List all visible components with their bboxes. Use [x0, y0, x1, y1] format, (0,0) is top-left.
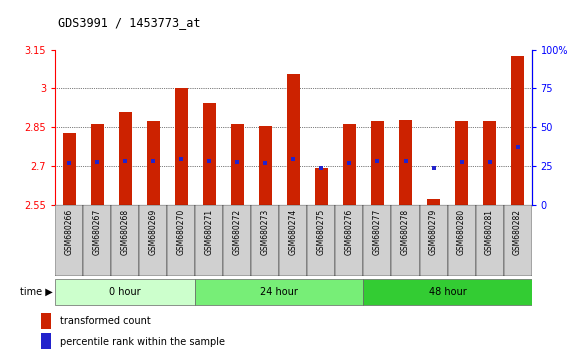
FancyBboxPatch shape: [167, 205, 195, 276]
Bar: [287, 74, 300, 205]
Text: GSM680277: GSM680277: [373, 209, 382, 255]
Bar: [175, 88, 188, 205]
Bar: [399, 120, 412, 205]
Text: GSM680268: GSM680268: [121, 209, 130, 255]
Text: GSM680266: GSM680266: [64, 209, 74, 255]
Text: GSM680275: GSM680275: [317, 209, 326, 255]
FancyBboxPatch shape: [419, 205, 447, 276]
FancyBboxPatch shape: [83, 205, 111, 276]
Text: time ▶: time ▶: [20, 287, 52, 297]
Text: GSM680270: GSM680270: [177, 209, 186, 255]
FancyBboxPatch shape: [504, 205, 532, 276]
Text: GSM680273: GSM680273: [261, 209, 270, 255]
Bar: [203, 103, 216, 205]
FancyBboxPatch shape: [279, 205, 307, 276]
FancyBboxPatch shape: [55, 279, 195, 305]
Bar: [119, 112, 131, 205]
FancyBboxPatch shape: [195, 279, 364, 305]
FancyBboxPatch shape: [392, 205, 419, 276]
Bar: [41, 313, 51, 329]
FancyBboxPatch shape: [476, 205, 504, 276]
Text: GDS3991 / 1453773_at: GDS3991 / 1453773_at: [58, 16, 200, 29]
Text: GSM680272: GSM680272: [233, 209, 242, 255]
FancyBboxPatch shape: [223, 205, 252, 276]
FancyBboxPatch shape: [335, 205, 364, 276]
Bar: [511, 56, 524, 205]
Bar: [371, 121, 384, 205]
Text: GSM680282: GSM680282: [513, 209, 522, 255]
Text: GSM680269: GSM680269: [149, 209, 158, 255]
Text: 48 hour: 48 hour: [429, 287, 467, 297]
Text: percentile rank within the sample: percentile rank within the sample: [60, 337, 225, 347]
FancyBboxPatch shape: [111, 205, 139, 276]
Text: GSM680267: GSM680267: [93, 209, 102, 255]
Bar: [315, 168, 328, 205]
Bar: [147, 121, 160, 205]
FancyBboxPatch shape: [55, 205, 83, 276]
Bar: [427, 199, 440, 205]
FancyBboxPatch shape: [307, 205, 335, 276]
Text: GSM680278: GSM680278: [401, 209, 410, 255]
FancyBboxPatch shape: [364, 205, 392, 276]
Bar: [41, 333, 51, 349]
Bar: [259, 126, 272, 205]
Text: GSM680279: GSM680279: [429, 209, 438, 255]
Text: GSM680274: GSM680274: [289, 209, 298, 255]
Text: 24 hour: 24 hour: [260, 287, 298, 297]
Text: GSM680281: GSM680281: [485, 209, 494, 255]
FancyBboxPatch shape: [447, 205, 476, 276]
Bar: [231, 124, 243, 205]
Text: GSM680276: GSM680276: [345, 209, 354, 255]
Text: GSM680280: GSM680280: [457, 209, 466, 255]
FancyBboxPatch shape: [252, 205, 279, 276]
Bar: [91, 124, 103, 205]
Text: transformed count: transformed count: [60, 316, 150, 326]
Bar: [483, 121, 496, 205]
Bar: [343, 124, 356, 205]
Bar: [63, 133, 76, 205]
FancyBboxPatch shape: [139, 205, 167, 276]
Text: 0 hour: 0 hour: [109, 287, 141, 297]
Text: GSM680271: GSM680271: [205, 209, 214, 255]
Bar: [456, 121, 468, 205]
FancyBboxPatch shape: [364, 279, 532, 305]
FancyBboxPatch shape: [195, 205, 223, 276]
